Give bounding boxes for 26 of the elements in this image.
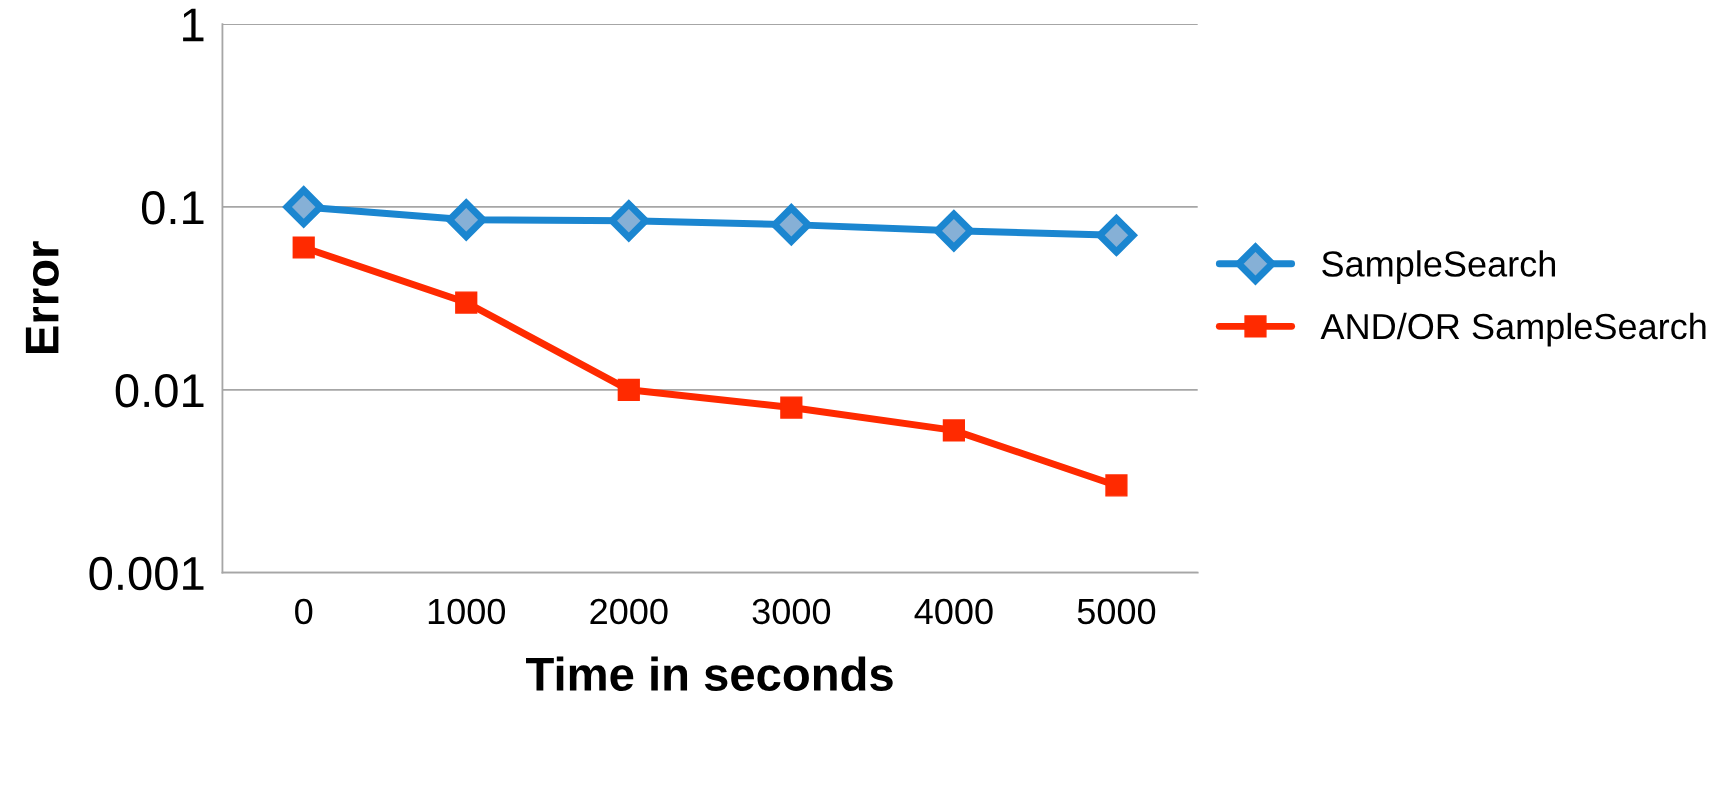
point [1105, 474, 1128, 497]
point [771, 204, 812, 245]
y-tick-label: 0.01 [115, 373, 204, 408]
legend-label: AND/OR SampleSearch [1320, 312, 1706, 347]
y-axis-title: Error [25, 241, 59, 353]
x-tick-label: 2000 [590, 598, 668, 625]
x-tick-label: 5000 [1077, 598, 1156, 625]
y-tick-label: 0.1 [141, 191, 204, 225]
x-axis-title: Time in seconds [526, 656, 893, 692]
point [283, 186, 324, 228]
y-tick-label: 0.001 [89, 556, 204, 591]
point [780, 396, 803, 419]
x-tick-label: 4000 [914, 598, 993, 625]
x-tick-label: 3000 [752, 598, 831, 625]
point [455, 291, 478, 314]
point [942, 419, 965, 442]
point [617, 378, 640, 401]
point [446, 199, 487, 240]
legend-label: SampleSearch [1322, 250, 1555, 284]
point [608, 200, 649, 241]
y-tick-label: 1 [183, 8, 204, 42]
x-tick-label: 0 [295, 598, 313, 625]
point [933, 210, 975, 252]
point [292, 236, 315, 259]
x-tick-label: 1000 [428, 598, 506, 625]
point [1096, 215, 1137, 256]
